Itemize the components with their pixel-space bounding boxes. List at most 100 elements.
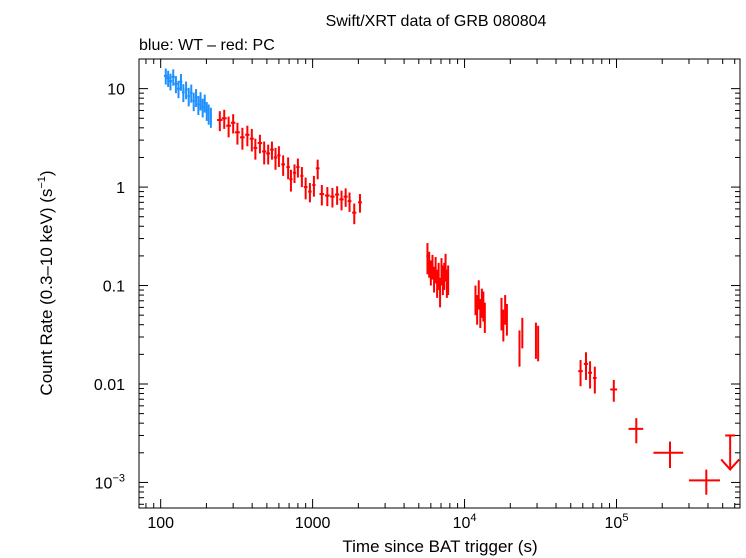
data-point: [209, 107, 212, 128]
data-point: [434, 256, 437, 284]
data-point: [207, 104, 210, 125]
data-point: [628, 418, 644, 444]
data-point: [234, 122, 240, 145]
data-point: [203, 94, 206, 113]
y-tick-label-base: 10: [95, 475, 113, 492]
data-point: [312, 175, 316, 197]
chart-subtitle: blue: WT – red: PC: [139, 37, 275, 54]
x-tick-label-base: 10: [605, 515, 623, 532]
x-tick-label-exponent: 4: [470, 512, 476, 524]
y-tick-label: 0.1: [103, 279, 125, 296]
data-point: [292, 164, 297, 184]
y-tick-label-exponent: −3: [112, 472, 125, 484]
data-point: [184, 81, 188, 100]
y-tick-label-base: 10: [107, 82, 125, 99]
data-point: [315, 159, 320, 180]
x-tick-label-base: 100: [147, 515, 174, 532]
x-tick-label: 100: [147, 515, 174, 532]
data-point: [163, 68, 168, 85]
x-tick-labels: 100 1000 104 105: [147, 512, 628, 532]
data-point: [226, 116, 231, 138]
x-tick-label: 1000: [295, 515, 331, 532]
data-point: [303, 177, 308, 200]
data-point: [217, 111, 223, 132]
data-point: [474, 285, 477, 316]
data-point: [257, 134, 263, 154]
data-point: [199, 92, 202, 111]
data-point: [166, 70, 170, 87]
series-pc: [217, 109, 720, 495]
data-point: [444, 253, 447, 282]
data-point: [592, 366, 597, 394]
data-point: [300, 166, 304, 188]
data-point: [343, 188, 348, 207]
data-point: [537, 325, 540, 362]
data-point: [330, 187, 335, 208]
y-axis-label-exponent: −1: [36, 176, 48, 189]
y-tick-label-base: 0.01: [94, 377, 125, 394]
data-point: [179, 73, 183, 91]
data-point: [187, 87, 191, 107]
x-tick-label: 105: [605, 512, 629, 532]
y-axis-label-close: ): [37, 170, 56, 176]
data-point: [447, 265, 450, 296]
data-point: [437, 262, 440, 291]
y-axis-label-main: Count Rate (0.3–10 keV) (s: [37, 189, 56, 396]
chart-title: Swift/XRT data of GRB 080804: [326, 13, 547, 30]
data-point: [358, 194, 362, 213]
data-point: [480, 288, 483, 318]
data-point: [504, 295, 507, 325]
data-point: [230, 114, 236, 134]
data-point: [500, 297, 503, 331]
data-point: [240, 127, 245, 150]
data-point: [296, 158, 300, 178]
data-point: [273, 147, 278, 170]
data-point: [168, 73, 173, 91]
x-axis-label: Time since BAT trigger (s): [342, 537, 537, 556]
data-point: [201, 98, 204, 118]
data-point: [181, 84, 185, 103]
data-point: [249, 128, 254, 152]
data-point: [324, 187, 330, 207]
y-tick-label: 10: [107, 82, 125, 99]
x-tick-label-base: 1000: [295, 515, 331, 532]
data-point: [190, 84, 193, 103]
data-point: [286, 157, 290, 180]
data-point: [270, 141, 274, 160]
data-point: [308, 183, 312, 203]
data-point: [205, 102, 208, 121]
data-point: [339, 190, 344, 211]
x-tick-label: 104: [453, 512, 477, 532]
x-tick-label-exponent: 5: [622, 512, 628, 524]
y-tick-label: 1: [116, 180, 125, 197]
data-point: [439, 277, 442, 308]
data-point: [483, 302, 486, 333]
data-point: [477, 280, 480, 310]
data-point: [266, 144, 271, 165]
data-point: [253, 138, 258, 160]
data-point: [476, 295, 479, 325]
y-axis-label: Count Rate (0.3–10 keV) (s−1): [36, 170, 56, 395]
data-point: [174, 76, 178, 94]
data-point: [505, 303, 508, 336]
data-point: [277, 146, 281, 167]
data-point: [221, 109, 227, 129]
data-point: [281, 155, 285, 176]
data-point: [521, 317, 524, 349]
y-tick-label-base: 1: [116, 180, 125, 197]
data-point: [176, 80, 180, 99]
data-point: [610, 379, 618, 402]
data-point: [518, 330, 521, 367]
y-tick-label: 10−3: [95, 472, 125, 492]
data-point: [194, 89, 198, 108]
data-point: [479, 298, 482, 329]
data-point: [319, 185, 325, 206]
series-wt: [163, 68, 212, 128]
data-point: [335, 186, 340, 205]
data-point: [534, 322, 537, 359]
axis-ticks: [139, 58, 740, 508]
data-point: [262, 141, 267, 165]
data-point: [583, 352, 589, 380]
data-point: [482, 291, 485, 322]
